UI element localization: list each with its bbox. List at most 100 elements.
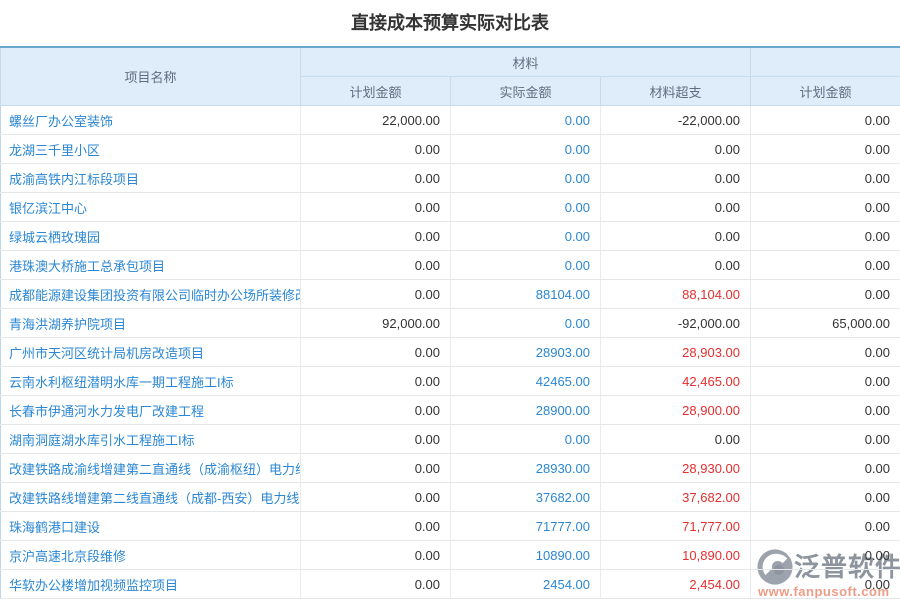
actual-amount-link[interactable]: 0.00 (450, 308, 601, 338)
plan2-amount-cell: 0.00 (750, 540, 900, 570)
table-row: 广州市天河区统计局机房改造项目 0.00 28903.00 28,903.00 0.00 (0, 337, 900, 367)
material-overspend-cell: -92,000.00 (600, 308, 752, 338)
plan-amount-cell: 0.00 (300, 221, 451, 251)
plan2-amount-cell: 0.00 (750, 424, 900, 454)
actual-amount-link[interactable]: 88104.00 (450, 279, 601, 309)
table-row: 青海洪湖养护院项目 92,000.00 0.00 -92,000.00 65,000.0… (0, 308, 900, 338)
material-overspend-cell: 71,777.00 (600, 511, 752, 541)
material-overspend-cell: 28,903.00 (600, 337, 752, 367)
material-overspend-cell: -22,000.00 (600, 105, 752, 135)
cost-comparison-table: 项目名称 材料 计划金额 实际金额 材料超支 计划金额 螺丝厂办公室装饰 22,0… (0, 46, 900, 599)
project-name-link[interactable]: 珠海鹤港口建设 (0, 511, 301, 541)
actual-amount-link[interactable]: 10890.00 (450, 540, 601, 570)
project-name-link[interactable]: 湖南洞庭湖水库引水工程施工I标 (0, 424, 301, 454)
plan-amount-cell: 0.00 (300, 337, 451, 367)
plan2-amount-cell: 0.00 (750, 163, 900, 193)
plan-amount-cell: 0.00 (300, 134, 451, 164)
table-row: 珠海鹤港口建设 0.00 71777.00 71,777.00 0.00 (0, 511, 900, 541)
table-row: 改建铁路成渝线增建第二直通线（成渝枢纽）电力线 0.00 28930.00 28,93… (0, 453, 900, 483)
col-header-project-name: 项目名称 (0, 46, 301, 106)
project-name-link[interactable]: 云南水利枢纽潜明水库一期工程施工I标 (0, 366, 301, 396)
material-overspend-cell: 2,454.00 (600, 569, 752, 599)
material-overspend-cell: 42,465.00 (600, 366, 752, 396)
plan2-amount-cell: 0.00 (750, 453, 900, 483)
actual-amount-link[interactable]: 0.00 (450, 134, 601, 164)
plan-amount-cell: 0.00 (300, 482, 451, 512)
actual-amount-link[interactable]: 2454.00 (450, 569, 601, 599)
plan2-amount-cell: 0.00 (750, 569, 900, 599)
project-name-link[interactable]: 长春市伊通河水力发电厂改建工程 (0, 395, 301, 425)
col-header-plan-amount: 计划金额 (300, 76, 451, 106)
plan2-amount-cell: 0.00 (750, 250, 900, 280)
material-overspend-cell: 0.00 (600, 221, 752, 251)
plan-amount-cell: 0.00 (300, 395, 451, 425)
table-row: 龙湖三千里小区 0.00 0.00 0.00 0.00 (0, 134, 900, 164)
actual-amount-link[interactable]: 0.00 (450, 221, 601, 251)
table-row: 云南水利枢纽潜明水库一期工程施工I标 0.00 42465.00 42,465.00 0… (0, 366, 900, 396)
plan-amount-cell: 0.00 (300, 424, 451, 454)
table-body: 螺丝厂办公室装饰 22,000.00 0.00 -22,000.00 0.00 龙湖三千里… (0, 105, 900, 599)
page-title: 直接成本预算实际对比表 (351, 13, 549, 33)
plan-amount-cell: 0.00 (300, 163, 451, 193)
table-row: 港珠澳大桥施工总承包项目 0.00 0.00 0.00 0.00 (0, 250, 900, 280)
actual-amount-link[interactable]: 42465.00 (450, 366, 601, 396)
plan2-amount-cell: 0.00 (750, 511, 900, 541)
plan-amount-cell: 0.00 (300, 540, 451, 570)
project-name-link[interactable]: 改建铁路线增建第二线直通线（成都-西安）电力线 (0, 482, 301, 512)
project-name-link[interactable]: 成都能源建设集团投资有限公司临时办公场所装修改 (0, 279, 301, 309)
plan-amount-cell: 0.00 (300, 250, 451, 280)
project-name-link[interactable]: 绿城云栖玫瑰园 (0, 221, 301, 251)
plan-amount-cell: 0.00 (300, 366, 451, 396)
plan-amount-cell: 0.00 (300, 569, 451, 599)
material-overspend-cell: 0.00 (600, 192, 752, 222)
table-row: 成渝高铁内江标段项目 0.00 0.00 0.00 0.00 (0, 163, 900, 193)
project-name-link[interactable]: 港珠澳大桥施工总承包项目 (0, 250, 301, 280)
table-row: 华软办公楼增加视频监控项目 0.00 2454.00 2,454.00 0.00 (0, 569, 900, 599)
plan-amount-cell: 22,000.00 (300, 105, 451, 135)
actual-amount-link[interactable]: 0.00 (450, 105, 601, 135)
plan2-amount-cell: 0.00 (750, 221, 900, 251)
project-name-link[interactable]: 青海洪湖养护院项目 (0, 308, 301, 338)
project-name-link[interactable]: 广州市天河区统计局机房改造项目 (0, 337, 301, 367)
material-overspend-cell: 28,900.00 (600, 395, 752, 425)
plan-amount-cell: 0.00 (300, 453, 451, 483)
actual-amount-link[interactable]: 0.00 (450, 192, 601, 222)
table-row: 京沪高速北京段维修 0.00 10890.00 10,890.00 0.00 (0, 540, 900, 570)
table-row: 银亿滨江中心 0.00 0.00 0.00 0.00 (0, 192, 900, 222)
plan2-amount-cell: 65,000.00 (750, 308, 900, 338)
actual-amount-link[interactable]: 0.00 (450, 424, 601, 454)
table-row: 成都能源建设集团投资有限公司临时办公场所装修改 0.00 88104.00 88,10… (0, 279, 900, 309)
project-name-link[interactable]: 螺丝厂办公室装饰 (0, 105, 301, 135)
actual-amount-link[interactable]: 28930.00 (450, 453, 601, 483)
actual-amount-link[interactable]: 71777.00 (450, 511, 601, 541)
plan-amount-cell: 0.00 (300, 192, 451, 222)
table-row: 螺丝厂办公室装饰 22,000.00 0.00 -22,000.00 0.00 (0, 105, 900, 135)
project-name-link[interactable]: 京沪高速北京段维修 (0, 540, 301, 570)
actual-amount-link[interactable]: 28903.00 (450, 337, 601, 367)
plan2-amount-cell: 0.00 (750, 337, 900, 367)
plan2-amount-cell: 0.00 (750, 395, 900, 425)
actual-amount-link[interactable]: 0.00 (450, 250, 601, 280)
project-name-link[interactable]: 银亿滨江中心 (0, 192, 301, 222)
plan2-amount-cell: 0.00 (750, 279, 900, 309)
project-name-link[interactable]: 改建铁路成渝线增建第二直通线（成渝枢纽）电力线 (0, 453, 301, 483)
actual-amount-link[interactable]: 28900.00 (450, 395, 601, 425)
project-name-link[interactable]: 龙湖三千里小区 (0, 134, 301, 164)
material-overspend-cell: 28,930.00 (600, 453, 752, 483)
project-name-link[interactable]: 成渝高铁内江标段项目 (0, 163, 301, 193)
col-group-material: 材料 (299, 46, 752, 77)
project-name-link[interactable]: 华软办公楼增加视频监控项目 (0, 569, 301, 599)
material-overspend-cell: 37,682.00 (600, 482, 752, 512)
col-group-secondary (750, 46, 900, 77)
table-row: 改建铁路线增建第二线直通线（成都-西安）电力线 0.00 37682.00 37,68… (0, 482, 900, 512)
plan2-amount-cell: 0.00 (750, 192, 900, 222)
table-row: 绿城云栖玫瑰园 0.00 0.00 0.00 0.00 (0, 221, 900, 251)
actual-amount-link[interactable]: 37682.00 (450, 482, 601, 512)
plan-amount-cell: 92,000.00 (300, 308, 451, 338)
material-overspend-cell: 0.00 (600, 134, 752, 164)
material-overspend-cell: 0.00 (600, 250, 752, 280)
actual-amount-link[interactable]: 0.00 (450, 163, 601, 193)
col-header-material-overspend: 材料超支 (599, 76, 752, 106)
col-header-actual-amount: 实际金额 (450, 76, 601, 106)
